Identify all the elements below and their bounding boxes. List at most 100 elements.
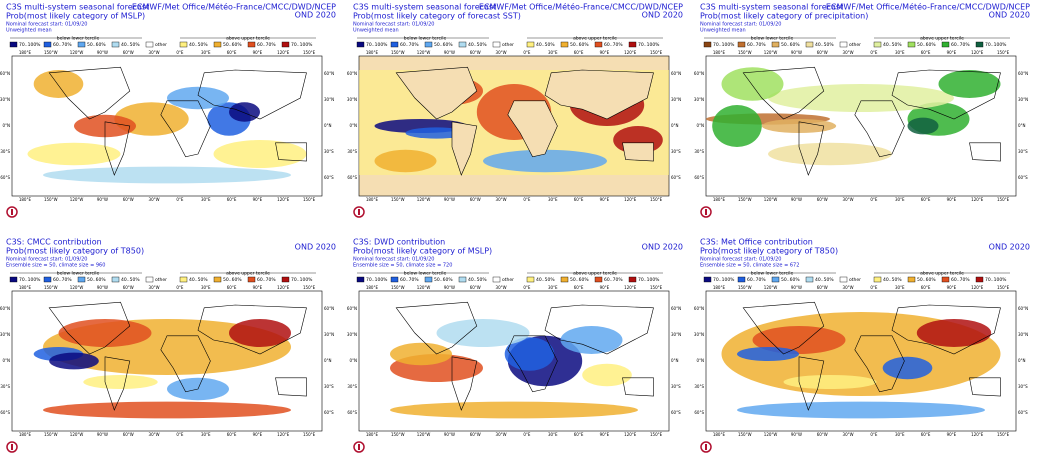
legend-swatch xyxy=(179,276,188,283)
lon-label: 30°W xyxy=(149,197,160,202)
lon-label: 0°E xyxy=(523,197,531,202)
lon-label: 120°E xyxy=(971,285,984,290)
lat-label: 60°S xyxy=(671,410,681,415)
coastline xyxy=(395,301,478,355)
lon-label: 60°W xyxy=(470,197,481,202)
map-panel: C3S: Met Office contribution OND 2020 Prob… xyxy=(694,238,1030,453)
lon-label: 0°E xyxy=(176,50,184,55)
legend-swatch xyxy=(145,41,154,48)
legend-swatch xyxy=(9,276,18,283)
legend-label: 70..100% xyxy=(19,42,41,48)
lon-label: 150°W xyxy=(738,285,752,290)
panel-line: Nominal forecast start: 01/09/20 xyxy=(6,22,87,28)
anomaly-region xyxy=(483,149,607,173)
lon-label: 180°E xyxy=(366,432,379,437)
lon-label: 150°E xyxy=(650,432,663,437)
lat-label: 30°S xyxy=(694,384,704,389)
legend-label: other xyxy=(502,277,514,283)
lat-label: 60°S xyxy=(324,175,334,180)
lon-label: 180°E xyxy=(713,432,726,437)
legend-header: above upper tercile xyxy=(226,271,270,277)
lon-label: 30°W xyxy=(149,432,160,437)
lon-label: 120°E xyxy=(277,197,290,202)
lon-label: 150°W xyxy=(738,197,752,202)
lat-label: 30°N xyxy=(1018,97,1028,102)
logo-mark xyxy=(11,444,13,450)
lon-label: 150°E xyxy=(303,285,316,290)
coastline xyxy=(742,66,825,120)
lat-label: 30°N xyxy=(347,332,357,337)
coastline xyxy=(891,69,1001,120)
coastline xyxy=(544,69,654,120)
coastline xyxy=(798,121,825,176)
legend-swatch xyxy=(941,276,950,283)
anomaly-region xyxy=(229,319,291,347)
legend-swatch xyxy=(594,41,603,48)
anomaly-region xyxy=(43,401,291,419)
lon-label: 90°W xyxy=(97,197,108,202)
lon-label: 30°E xyxy=(201,285,211,290)
map-field xyxy=(359,66,669,176)
anomaly-region xyxy=(58,319,152,347)
lon-label: 120°E xyxy=(277,432,290,437)
legend-label: 60..70% xyxy=(747,42,766,48)
legend-swatch xyxy=(703,41,712,48)
map-field xyxy=(721,301,1001,419)
anomaly-region xyxy=(907,117,939,135)
lon-label: 90°E xyxy=(253,432,263,437)
lon-label: 60°E xyxy=(921,285,931,290)
panel-line: Nominal forecast start: 01/09/20 xyxy=(353,257,434,263)
legend-label: 40..50% xyxy=(815,42,834,48)
lon-label: 30°E xyxy=(548,197,558,202)
lon-label: 90°W xyxy=(444,50,455,55)
coastline xyxy=(197,69,307,120)
lon-label: 0°E xyxy=(176,432,184,437)
legend-swatch xyxy=(424,276,433,283)
lon-label: 60°W xyxy=(470,50,481,55)
anomaly-region xyxy=(582,363,632,387)
anomaly-region xyxy=(83,375,158,389)
lon-label: 120°W xyxy=(417,197,431,202)
map-panel: C3S: CMCC contribution OND 2020 Prob(most … xyxy=(0,238,336,453)
panel-line: Unweighted mean xyxy=(6,28,52,34)
lon-label: 60°E xyxy=(921,50,931,55)
lon-label: 30°W xyxy=(149,285,160,290)
panel-line: Prob(most likely category of T850) xyxy=(6,247,144,256)
lat-label: 60°N xyxy=(1018,306,1028,311)
legend-label: 40..50% xyxy=(121,277,140,283)
legend-label: 50..60% xyxy=(781,277,800,283)
lon-label: 150°E xyxy=(303,50,316,55)
legend-label: other xyxy=(849,42,861,48)
legend-label: 70..100% xyxy=(638,277,660,283)
lon-label: 0°E xyxy=(870,432,878,437)
lat-label: 30°N xyxy=(671,97,681,102)
coastline xyxy=(798,356,825,411)
legend-swatch xyxy=(771,276,780,283)
lat-label: 60°S xyxy=(694,410,704,415)
legend-label: 60..70% xyxy=(257,277,276,283)
lat-label: 60°N xyxy=(1018,71,1028,76)
legend-label: 50..60% xyxy=(223,277,242,283)
panel-title: C3S multi-system seasonal forecast xyxy=(353,3,496,12)
legend-swatch xyxy=(43,276,52,283)
legend-swatch xyxy=(594,276,603,283)
panel-source: ECMWF/Met Office/Météo-France/CMCC/DWD/N… xyxy=(826,2,1030,12)
legend-header: below lower tercile xyxy=(751,36,794,42)
legend-label: 70..100% xyxy=(985,277,1007,283)
anomaly-region xyxy=(882,356,933,380)
map-field xyxy=(390,301,654,419)
lat-label: 30°S xyxy=(671,384,681,389)
legend-swatch xyxy=(873,276,882,283)
lon-label: 150°W xyxy=(391,285,405,290)
lon-label: 60°E xyxy=(921,432,931,437)
lon-label: 0°E xyxy=(523,432,531,437)
lon-label: 90°W xyxy=(444,432,455,437)
lat-label: 30°S xyxy=(324,149,334,154)
legend-header: below lower tercile xyxy=(751,271,794,277)
lon-label: 60°E xyxy=(227,285,237,290)
lon-label: 120°W xyxy=(764,432,778,437)
lon-label: 0°E xyxy=(870,285,878,290)
lon-label: 30°E xyxy=(201,197,211,202)
panel-line: Nominal forecast start: 01/09/20 xyxy=(6,257,87,263)
